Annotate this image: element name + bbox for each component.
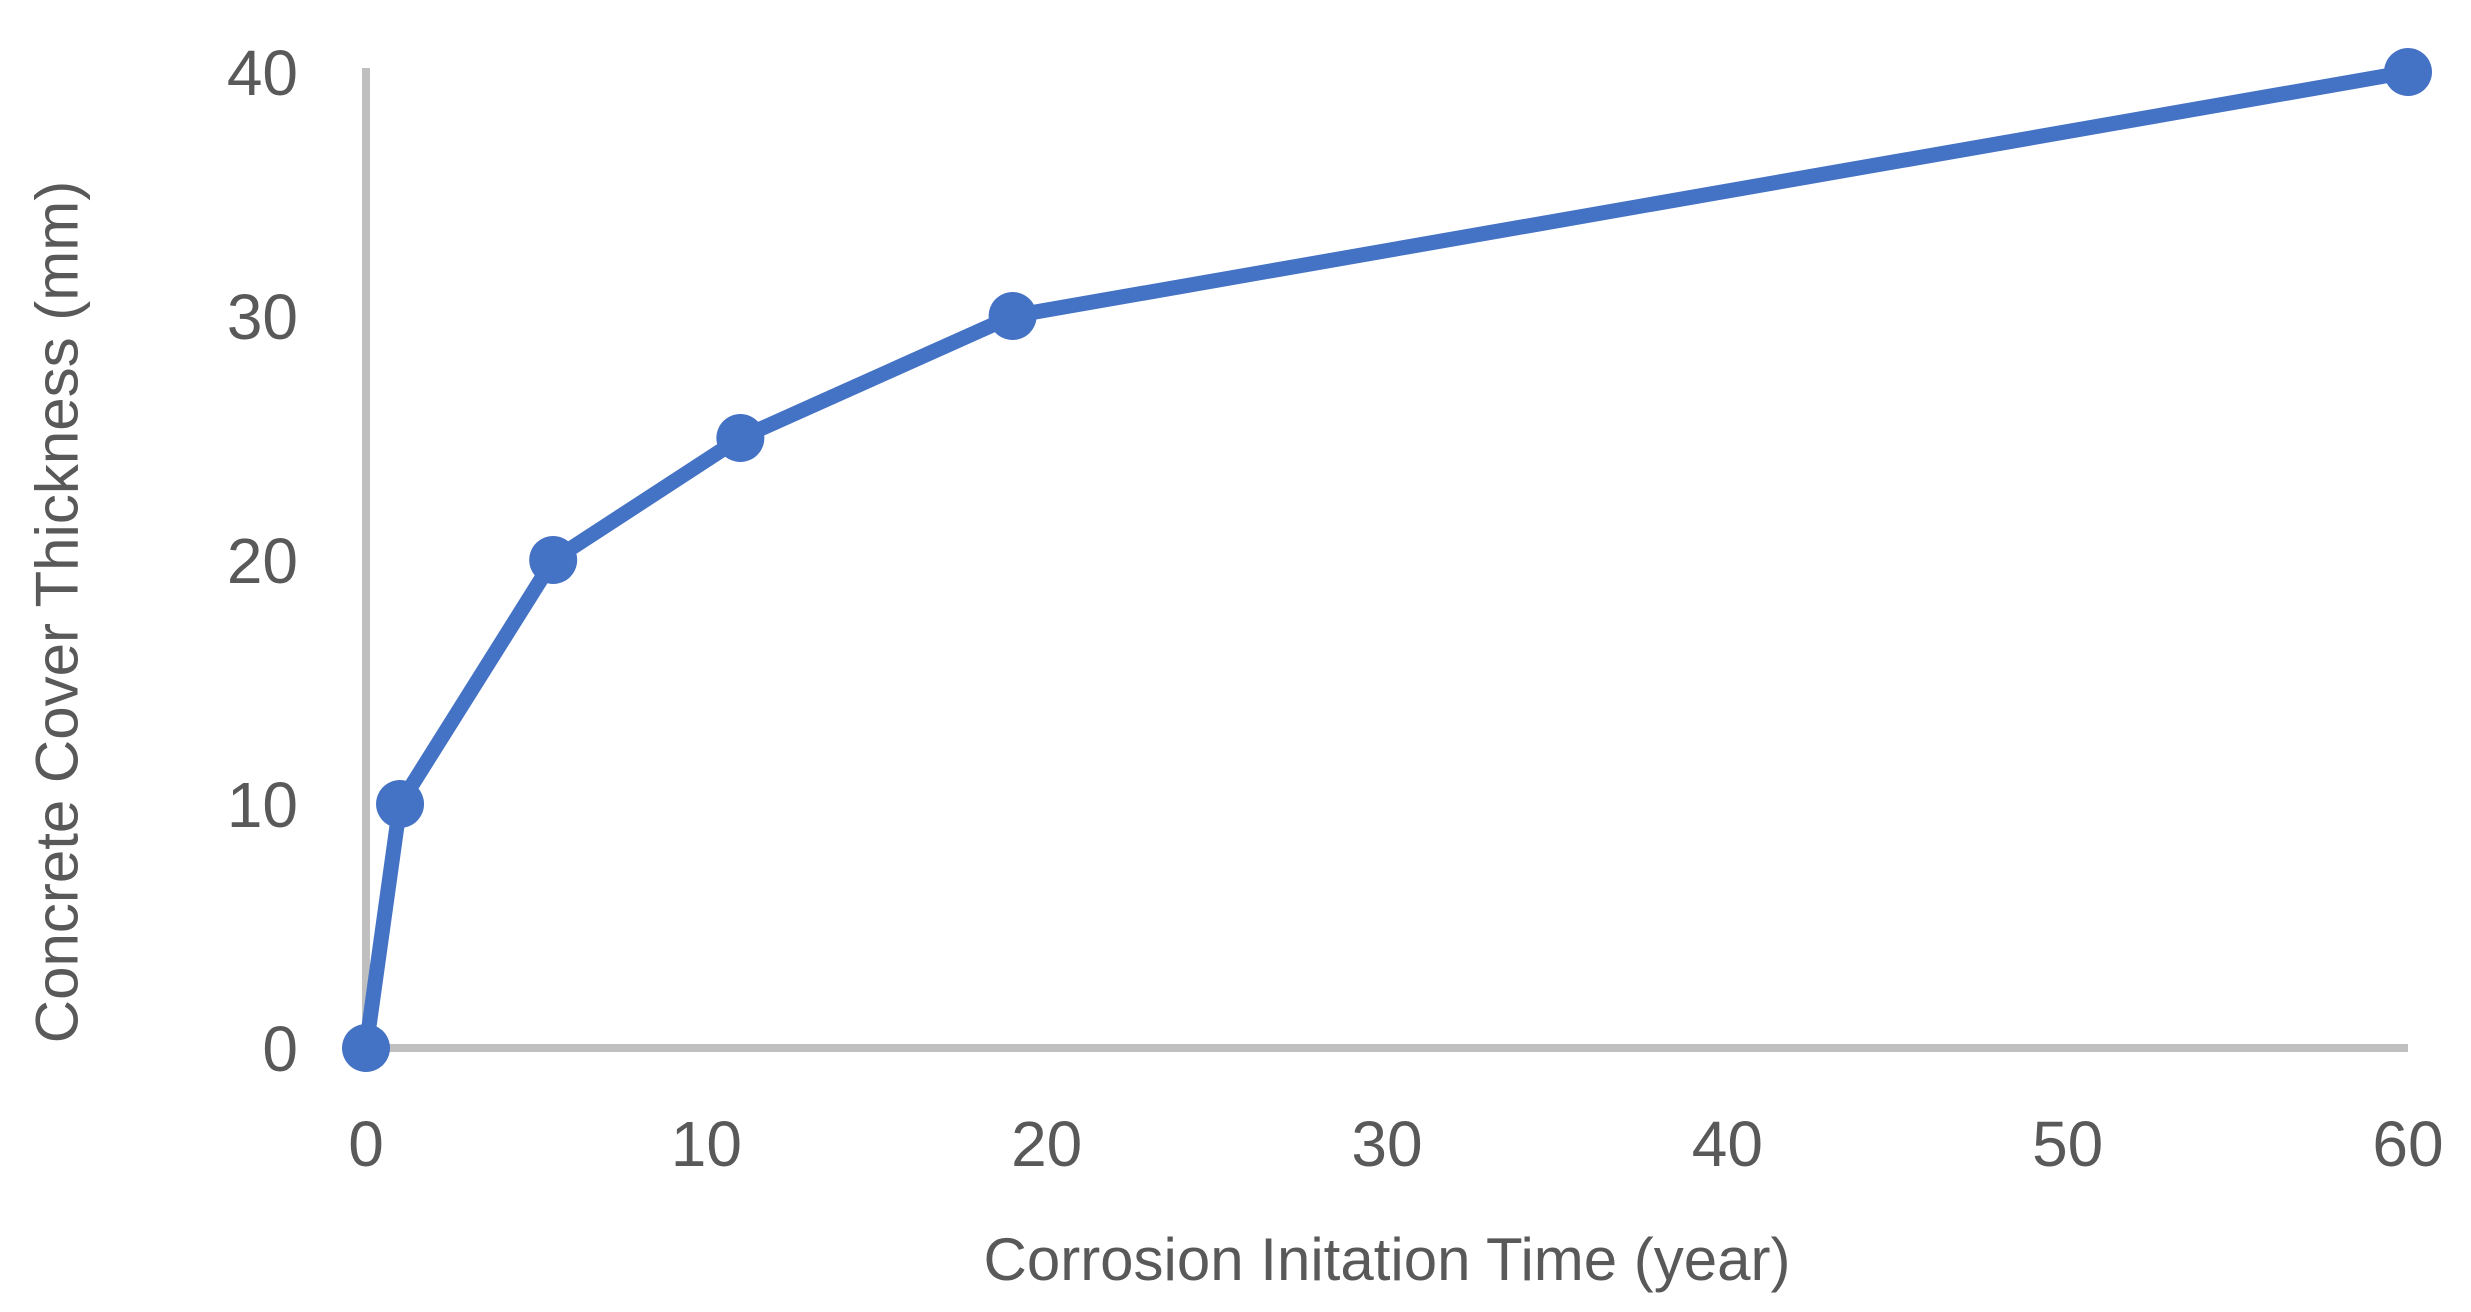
data-point-marker: [376, 780, 425, 828]
y-tick-label: 10: [227, 769, 298, 841]
y-axis-title: Concrete Cover Thickness (mm): [23, 180, 91, 1044]
y-tick-label: 0: [262, 1013, 298, 1085]
x-tick-label: 60: [2372, 1108, 2443, 1180]
x-tick-label: 10: [671, 1108, 742, 1180]
y-tick-label: 20: [227, 525, 298, 597]
data-point-marker: [716, 414, 765, 462]
x-axis-title: Corrosion Initation Time (year): [983, 1226, 1791, 1293]
x-tick-label: 20: [1011, 1108, 1082, 1180]
series-line: [358, 64, 2416, 1056]
x-tick-label: 40: [1692, 1108, 1763, 1180]
data-point-marker: [988, 292, 1037, 340]
data-point-marker: [2384, 48, 2432, 96]
y-tick-label: 40: [227, 37, 298, 109]
x-tick-label: 0: [348, 1108, 384, 1180]
data-point-marker: [529, 536, 578, 584]
x-tick-label: 30: [1351, 1108, 1422, 1180]
y-tick-label: 30: [227, 281, 298, 353]
x-tick-label: 50: [2032, 1108, 2103, 1180]
data-point-marker: [342, 1024, 390, 1072]
